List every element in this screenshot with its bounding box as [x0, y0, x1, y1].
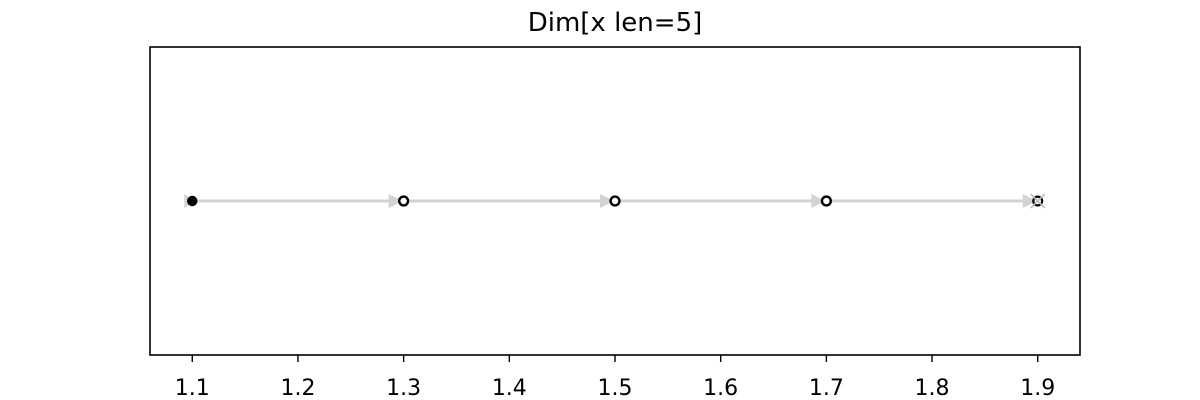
x-tick-label: 1.6 — [703, 376, 738, 400]
x-tick-label: 1.1 — [175, 376, 210, 400]
x-tick-label: 1.8 — [915, 376, 950, 400]
connector-layer — [184, 194, 1037, 208]
x-tick-label: 1.7 — [809, 376, 844, 400]
data-point — [398, 195, 410, 207]
data-point — [609, 195, 621, 207]
x-tick-label: 1.2 — [280, 376, 315, 400]
point-layer — [187, 193, 1046, 209]
x-tick-label: 1.3 — [386, 376, 421, 400]
x-tick-label: 1.5 — [598, 376, 633, 400]
connector-arrowhead — [600, 194, 614, 208]
chart-title: Dim[x len=5] — [528, 8, 703, 38]
data-point-end — [1030, 193, 1046, 209]
connector-arrowhead — [1022, 194, 1037, 208]
x-tick-label: 1.4 — [492, 376, 527, 400]
data-point-start — [187, 195, 198, 207]
connector-arrowhead — [811, 194, 826, 208]
connector-arrowhead — [388, 194, 403, 208]
data-point — [820, 195, 832, 207]
x-axis: 1.1 1.2 1.3 1.4 1.5 1.6 1.7 1.8 1.9 — [175, 355, 1055, 400]
x-tick-label: 1.9 — [1020, 376, 1055, 400]
